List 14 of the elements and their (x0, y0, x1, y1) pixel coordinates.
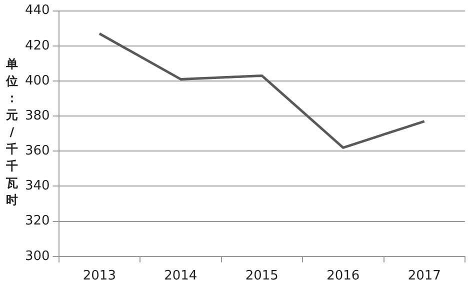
x-tick-label: 2015 (245, 268, 278, 284)
x-tick-label: 2014 (164, 268, 198, 284)
y-tick-label: 340 (24, 178, 50, 194)
y-tick-label: 400 (24, 73, 50, 88)
y-tick-label: 380 (24, 108, 50, 124)
y-tick-label: 300 (24, 248, 50, 264)
x-tick-label: 2017 (408, 268, 441, 284)
x-tick-label: 2016 (326, 268, 360, 284)
x-tick-label: 2013 (82, 268, 116, 284)
y-tick-label: 420 (24, 38, 50, 54)
y-tick-label: 320 (24, 214, 50, 229)
y-tick-label: 360 (24, 144, 50, 159)
text: 单位：元/千千瓦时 (6, 57, 18, 207)
y-tick-label: 440 (24, 3, 50, 18)
